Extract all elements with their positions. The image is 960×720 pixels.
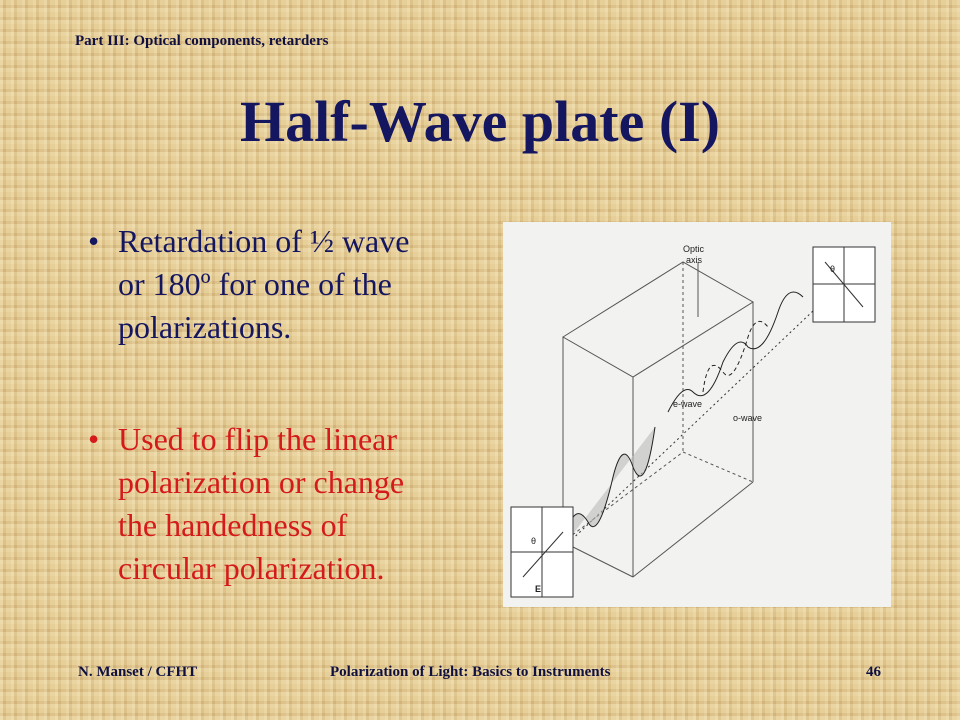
page-number: 46 bbox=[866, 664, 881, 680]
line: polarization or change bbox=[118, 464, 405, 500]
line: polarizations. bbox=[118, 309, 292, 345]
bullet-text: Used to flip the linear polarization or … bbox=[118, 418, 404, 590]
line: Retardation of ½ wave bbox=[118, 223, 410, 259]
figure-label: θ bbox=[531, 536, 536, 546]
line: Used to flip the linear bbox=[118, 421, 398, 457]
figure-label: E bbox=[535, 584, 541, 594]
footer-author: N. Manset / CFHT bbox=[78, 664, 198, 680]
line: circular polarization. bbox=[118, 550, 385, 586]
polarizer-boxes bbox=[510, 246, 876, 598]
bullet-dot: • bbox=[88, 223, 100, 259]
footer-course: Polarization of Light: Basics to Instrum… bbox=[330, 664, 611, 680]
figure-label: o-wave bbox=[733, 413, 762, 423]
figure-label: θ bbox=[830, 264, 835, 274]
section-header: Part III: Optical components, retarders bbox=[75, 33, 329, 49]
bullet-text: Retardation of ½ wave or 180º for one of… bbox=[118, 220, 409, 349]
figure-label: axis bbox=[686, 255, 703, 265]
beam bbox=[542, 291, 834, 568]
figure-label: Optic bbox=[683, 244, 705, 254]
line: the handedness of bbox=[118, 507, 348, 543]
bullet-dot: • bbox=[88, 421, 100, 457]
slide-title: Half-Wave plate (I) bbox=[239, 89, 721, 154]
line: or 180º for one of the bbox=[118, 266, 392, 302]
waveplate-figure: Optic axis e-wave o-wave θ E θ bbox=[503, 222, 891, 607]
figure-label: e-wave bbox=[673, 399, 702, 409]
